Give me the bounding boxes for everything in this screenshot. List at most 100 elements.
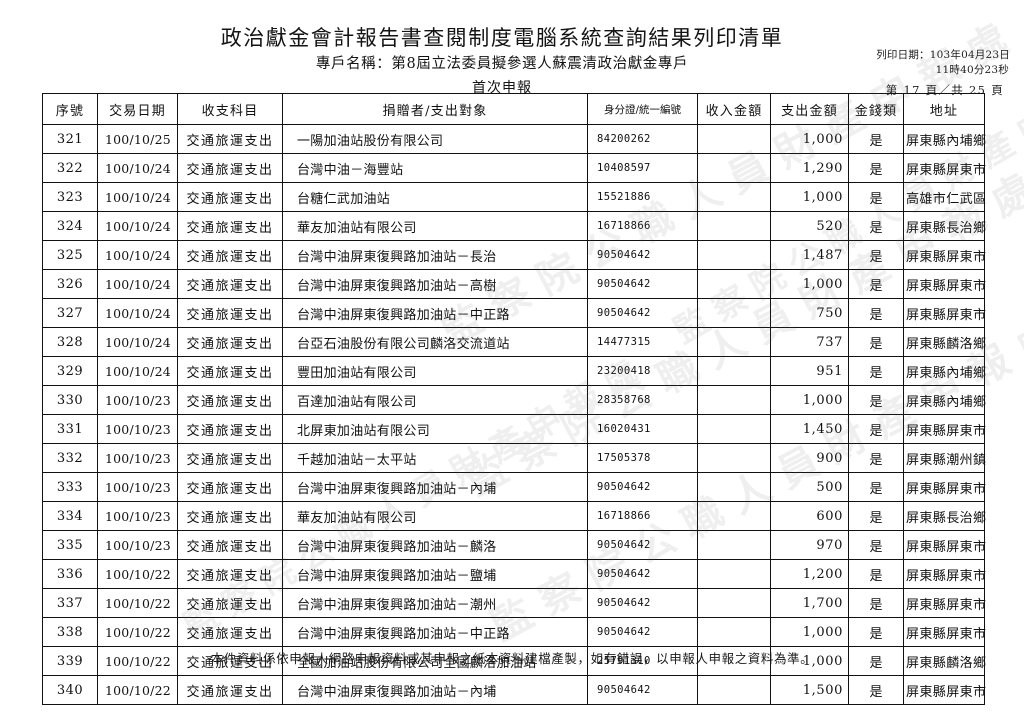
cell-acct: 交通旅運支出 <box>177 182 283 212</box>
cell-text: 是 <box>869 539 883 555</box>
cell-date: 100/10/24 <box>97 327 178 357</box>
cell-text: 交通旅運支出 <box>186 162 274 178</box>
cell-acct: 交通旅運支出 <box>177 559 283 589</box>
table-row: 326 100/10/24 交通旅運支出 台灣中油屏東復興路加油站－高樹 9050464… <box>42 269 986 299</box>
table-row: 330 100/10/23 交通旅運支出 百達加油站有限公司 28358768 1,000… <box>42 385 987 415</box>
cell-text: 交通旅運支出 <box>186 626 274 642</box>
table-row: 327 100/10/24 交通旅運支出 台灣中油屏東復興路加油站－中正路 905046… <box>42 298 987 328</box>
cell-acct: 交通旅運支出 <box>177 530 283 560</box>
cell-acct: 交通旅運支出 <box>177 675 283 705</box>
cell-text: 是 <box>869 133 883 149</box>
cell-addr: 屏東縣屏東市 <box>903 240 987 270</box>
cell-text: 是 <box>869 626 883 642</box>
cell-idno: 23200418 <box>587 356 698 386</box>
cell-text: 台灣中油屏東復興路加油站－內埔 <box>297 684 497 700</box>
cell-cash: 是 <box>848 385 904 415</box>
cell-text: 屏東縣屏東市 <box>906 684 987 700</box>
cell-cash: 是 <box>848 646 904 676</box>
cell-text: 百達加油站有限公司 <box>297 394 417 410</box>
cell-text: 90504642 <box>597 539 651 551</box>
cell-idno: 90504642 <box>587 588 698 618</box>
cell-text: 1,000 <box>802 392 843 408</box>
cell-income <box>697 240 771 270</box>
cell-text: 台灣中油屏東復興路加油站－潮州 <box>297 597 497 613</box>
cell-idno: 17505378 <box>587 443 698 473</box>
cell-text: 屏東縣屏東市 <box>906 307 987 323</box>
cell-text: 90504642 <box>597 568 651 580</box>
cell-text: 交通旅運支出 <box>186 249 274 265</box>
cell-text: 台亞石油股份有限公司麟洛交流道站 <box>297 336 510 352</box>
cell-seq: 327 <box>42 298 98 328</box>
cell-text: 1,200 <box>802 566 843 582</box>
cell-text: 337 <box>56 595 84 611</box>
cell-date: 100/10/24 <box>97 211 178 241</box>
cell-idno: 25791310 <box>587 646 698 676</box>
cell-cash: 是 <box>848 414 904 444</box>
cell-cash: 是 <box>848 240 904 270</box>
cell-text: 屏東縣屏東市 <box>906 539 987 555</box>
cell-acct: 交通旅運支出 <box>177 269 283 299</box>
cell-seq: 340 <box>42 675 98 705</box>
cell-addr: 屏東縣屏東市 <box>903 588 986 618</box>
cell-text: 328 <box>56 334 84 350</box>
cell-expend: 500 <box>770 472 849 502</box>
cell-text: 是 <box>869 684 883 700</box>
cell-text: 屏東縣長治鄉 <box>906 510 987 526</box>
cell-cash: 是 <box>848 298 904 328</box>
cell-addr: 屏東縣屏東市 <box>903 298 987 328</box>
cell-text: 321 <box>56 131 84 147</box>
cell-addr: 屏東縣屏東市 <box>903 559 986 589</box>
cell-text: 是 <box>869 307 883 323</box>
cell-text: 屏東縣內埔鄉 <box>906 394 987 410</box>
cell-acct: 交通旅運支出 <box>177 298 283 328</box>
cell-idno: 90504642 <box>587 617 698 647</box>
table-row: 323 100/10/24 交通旅運支出 台糖仁武加油站 15521886 1,000 是 高… <box>42 182 986 212</box>
cell-text: 交通旅運支出 <box>186 191 274 207</box>
cell-expend: 1,200 <box>770 559 849 589</box>
cell-text: 屏東縣屏東市 <box>906 626 987 642</box>
cell-cash: 是 <box>848 182 904 212</box>
cell-text: 屏東縣屏東市 <box>906 249 987 265</box>
cell-acct: 交通旅運支出 <box>177 385 283 415</box>
cell-text: 90504642 <box>597 481 651 493</box>
cell-acct: 交通旅運支出 <box>177 414 283 444</box>
cell-income <box>697 559 771 589</box>
cell-text: 100/10/23 <box>105 421 171 437</box>
cell-income <box>697 646 771 676</box>
table-row: 335 100/10/23 交通旅運支出 台灣中油屏東復興路加油站－麟洛 9050464… <box>42 530 987 560</box>
cell-acct: 交通旅運支出 <box>177 443 283 473</box>
cell-expend: 900 <box>770 443 849 473</box>
cell-text: 100/10/24 <box>105 247 171 263</box>
cell-text: 台灣中油屏東復興路加油站－內埔 <box>297 481 497 497</box>
cell-acct: 交通旅運支出 <box>177 153 283 183</box>
cell-income <box>697 588 771 618</box>
cell-text: 是 <box>869 162 883 178</box>
cell-text: 100/10/25 <box>105 131 171 147</box>
cell-text: 交通旅運支出 <box>186 423 274 439</box>
cell-text: 屏東縣屏東市 <box>906 162 987 178</box>
cell-seq: 338 <box>42 617 98 647</box>
cell-idno: 16718866 <box>587 211 698 241</box>
cell-date: 100/10/24 <box>97 240 178 270</box>
cell-expend: 520 <box>770 211 849 241</box>
ledger-table-container: 序號 交易日期 收支科目 捐贈者/支出對象 身分證/統一編號 收入金額 支出金額… <box>42 93 987 705</box>
cell-text: 100/10/23 <box>105 537 171 553</box>
cell-text: 100/10/22 <box>105 624 171 640</box>
cell-cash: 是 <box>848 559 904 589</box>
cell-acct: 交通旅運支出 <box>177 240 283 270</box>
cell-acct: 交通旅運支出 <box>177 124 283 154</box>
cell-text: 台糖仁武加油站 <box>297 191 391 207</box>
cell-text: 1,000 <box>802 276 843 292</box>
cell-text: 交通旅運支出 <box>186 133 274 149</box>
cell-party: 台灣中油屏東復興路加油站－中正路 <box>282 298 588 328</box>
cell-addr: 屏東縣長治鄉 <box>903 211 986 241</box>
cell-cash: 是 <box>848 269 904 299</box>
cell-text: 交通旅運支出 <box>186 481 274 497</box>
cell-text: 華友加油站有限公司 <box>297 510 417 526</box>
cell-expend: 750 <box>770 298 849 328</box>
cell-party: 台亞石油股份有限公司麟洛交流道站 <box>282 327 588 357</box>
cell-text: 是 <box>869 452 883 468</box>
cell-text: 90504642 <box>597 278 651 290</box>
column-header-expenditure: 支出金額 <box>770 93 849 125</box>
